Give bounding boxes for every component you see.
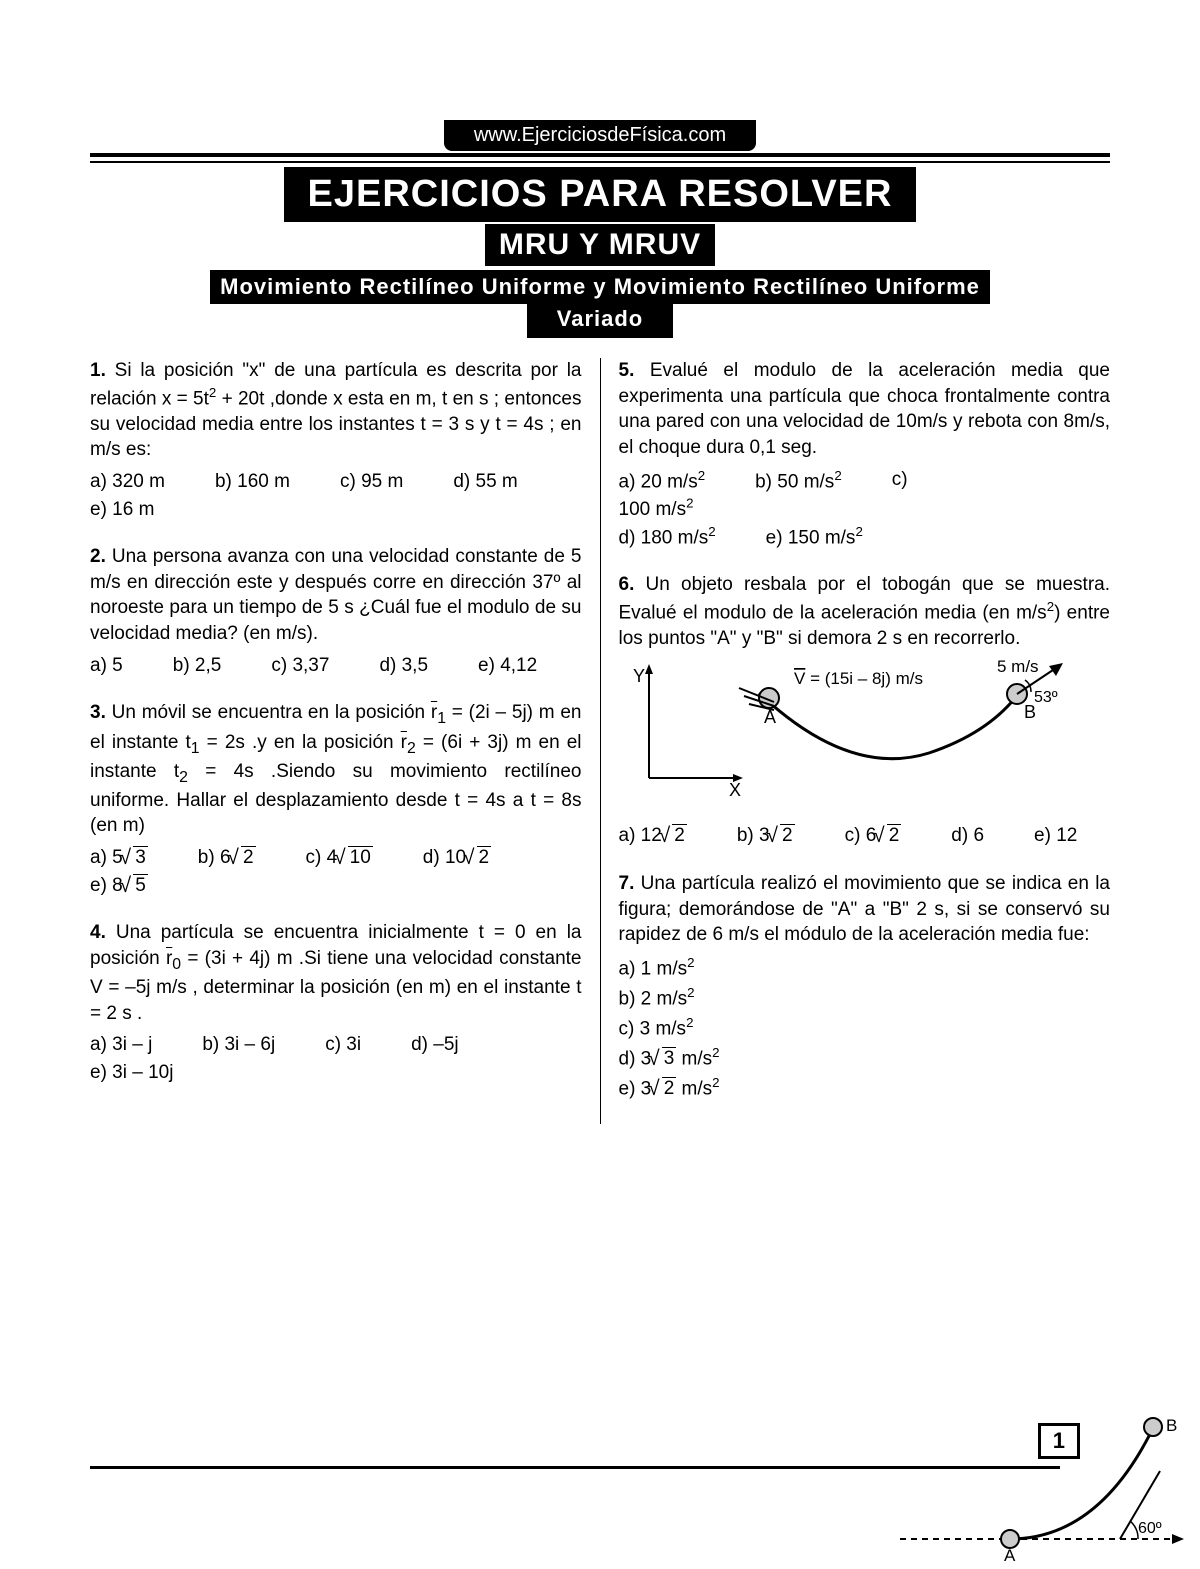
q6-opt-c: c) 62 xyxy=(845,823,902,849)
subtitle-line2: Variado xyxy=(527,304,673,338)
q1-opt-b: b) 160 m xyxy=(215,469,290,495)
q5-text: Evalué el modulo de la aceleración media… xyxy=(619,360,1111,458)
q6-axis-x: X xyxy=(729,780,741,800)
header-rule xyxy=(90,153,1110,163)
content-columns: 1. Si la posición "x" de una partícula e… xyxy=(90,358,1110,1124)
q5-opt-c-label: c) xyxy=(892,467,908,495)
q3-t2-sub: 2 xyxy=(179,768,188,785)
q7-opt-b: b) 2 m/s2 xyxy=(619,984,1111,1012)
q3-opt-e: e) 85 xyxy=(90,873,148,899)
q3-text-a: Un móvil se encuentra en la posición xyxy=(106,702,431,723)
q6-figure: Y X A B V = (15i – 8j) m/s 5 m/s 53º xyxy=(619,658,1111,816)
q7-opt-d: d) 33 m/s2 xyxy=(619,1044,1111,1072)
column-right: 5. Evalué el modulo de la aceleración me… xyxy=(600,358,1111,1124)
q5-opt-c: 100 m/s2 xyxy=(619,499,694,520)
q7-point-a: A xyxy=(1004,1546,1016,1565)
q7-opt-a: a) 1 m/s2 xyxy=(619,954,1111,982)
q7-options: a) 1 m/s2 b) 2 m/s2 c) 3 m/s2 d) 33 m/s2… xyxy=(619,954,1111,1102)
q4-opt-c: c) 3i xyxy=(325,1032,361,1058)
q5-options: a) 20 m/s2 b) 50 m/s2 c) 100 m/s2 d) 180… xyxy=(619,467,1111,551)
q3-number: 3. xyxy=(90,702,106,723)
q6-options: a) 122 b) 32 c) 62 d) 6 e) 12 xyxy=(619,823,1111,849)
subtitle-topic: MRU Y MRUV xyxy=(485,224,715,266)
q3-opt-d: d) 102 xyxy=(423,845,491,871)
question-3: 3. Un móvil se encuentra en la posición … xyxy=(90,700,582,898)
q3-opt-a: a) 53 xyxy=(90,845,148,871)
q4-opt-b: b) 3i – 6j xyxy=(202,1032,275,1058)
q3-opt-c: c) 410 xyxy=(306,845,373,871)
q1-opt-c: c) 95 m xyxy=(340,469,403,495)
question-6: 6. Un objeto resbala por el tobogán que … xyxy=(619,572,1111,849)
q4-opt-d: d) –5j xyxy=(411,1032,459,1058)
page-number: 1 xyxy=(1038,1423,1080,1459)
q3-t1-tail: = 2s .y en la posición xyxy=(200,732,401,753)
q7-opt-c: c) 3 m/s2 xyxy=(619,1014,1111,1042)
q1-eq: x = 5t xyxy=(162,388,209,409)
q1-options: a) 320 m b) 160 m c) 95 m d) 55 m e) 16 … xyxy=(90,469,582,522)
subtitle-line1: Movimiento Rectilíneo Uniforme y Movimie… xyxy=(210,270,990,304)
main-title: EJERCICIOS PARA RESOLVER xyxy=(284,167,917,222)
q3-options: a) 53 b) 62 c) 410 d) 102 e) 85 xyxy=(90,845,582,898)
q2-opt-d: d) 3,5 xyxy=(379,653,428,679)
q5-number: 5. xyxy=(619,360,635,381)
question-4: 4. Una partícula se encuentra inicialmen… xyxy=(90,920,582,1085)
question-2: 2. Una persona avanza con una velocidad … xyxy=(90,544,582,678)
q1-eq-tail: + 20t xyxy=(216,388,264,409)
q2-number: 2. xyxy=(90,546,106,567)
q4-number: 4. xyxy=(90,922,106,943)
q4-opt-a: a) 3i – j xyxy=(90,1032,152,1058)
q1-number: 1. xyxy=(90,360,106,381)
q3-r2-sub: 2 xyxy=(407,739,416,756)
q7-point-b: B xyxy=(1166,1416,1177,1435)
q2-opt-b: b) 2,5 xyxy=(173,653,222,679)
q6-opt-b: b) 32 xyxy=(737,823,795,849)
q5-opt-a: a) 20 m/s2 xyxy=(619,467,706,495)
q1-opt-e: e) 16 m xyxy=(90,497,154,523)
q2-opt-a: a) 5 xyxy=(90,653,123,679)
q2-opt-c: c) 3,37 xyxy=(271,653,329,679)
q6-number: 6. xyxy=(619,574,635,595)
q1-opt-a: a) 320 m xyxy=(90,469,165,495)
question-5: 5. Evalué el modulo de la aceleración me… xyxy=(619,358,1111,550)
question-1: 1. Si la posición "x" de una partícula e… xyxy=(90,358,582,522)
q2-text: Una persona avanza con una velocidad con… xyxy=(90,546,582,644)
q6-speed: 5 m/s xyxy=(997,658,1039,676)
q5-opt-b: b) 50 m/s2 xyxy=(755,467,842,495)
q6-opt-a: a) 122 xyxy=(619,823,687,849)
q7-number: 7. xyxy=(619,873,635,894)
q7-figure: A B 60º xyxy=(900,1369,1200,1569)
q2-options: a) 5 b) 2,5 c) 3,37 d) 3,5 e) 4,12 xyxy=(90,653,582,679)
q6-axis-y: Y xyxy=(633,666,645,686)
q4-options: a) 3i – j b) 3i – 6j c) 3i d) –5j e) 3i … xyxy=(90,1032,582,1085)
column-left: 1. Si la posición "x" de una partícula e… xyxy=(90,358,600,1124)
q7-angle: 60º xyxy=(1138,1520,1162,1537)
q6-opt-d: d) 6 xyxy=(951,823,984,849)
footer-rule xyxy=(90,1466,1060,1469)
q5-opt-d: d) 180 m/s2 xyxy=(619,523,716,551)
q6-text-a: Un objeto resbala por el tobogán que se … xyxy=(619,574,1111,623)
q6-opt-e: e) 12 xyxy=(1034,823,1077,849)
q4-r0-sub: 0 xyxy=(172,956,181,973)
q6-angle: 53º xyxy=(1034,689,1058,706)
q1-opt-d: d) 55 m xyxy=(453,469,517,495)
q7-text: Una partícula realizó el movimiento que … xyxy=(619,873,1111,945)
question-7: 7. Una partícula realizó el movimiento q… xyxy=(619,871,1111,1102)
q5-opt-e: e) 150 m/s2 xyxy=(766,523,863,551)
q6-exp: 2 xyxy=(1047,599,1054,614)
site-url: www.EjerciciosdeFísica.com xyxy=(444,120,756,151)
q4-opt-e: e) 3i – 10j xyxy=(90,1060,173,1086)
q7-opt-e: e) 32 m/s2 xyxy=(619,1074,1111,1102)
q2-opt-e: e) 4,12 xyxy=(478,653,537,679)
q3-t1-sub: 1 xyxy=(191,739,200,756)
q6-vlabel: V = (15i – 8j) m/s xyxy=(794,669,923,688)
q3-opt-b: b) 62 xyxy=(198,845,256,871)
q3-r1-sub: 1 xyxy=(437,710,446,727)
